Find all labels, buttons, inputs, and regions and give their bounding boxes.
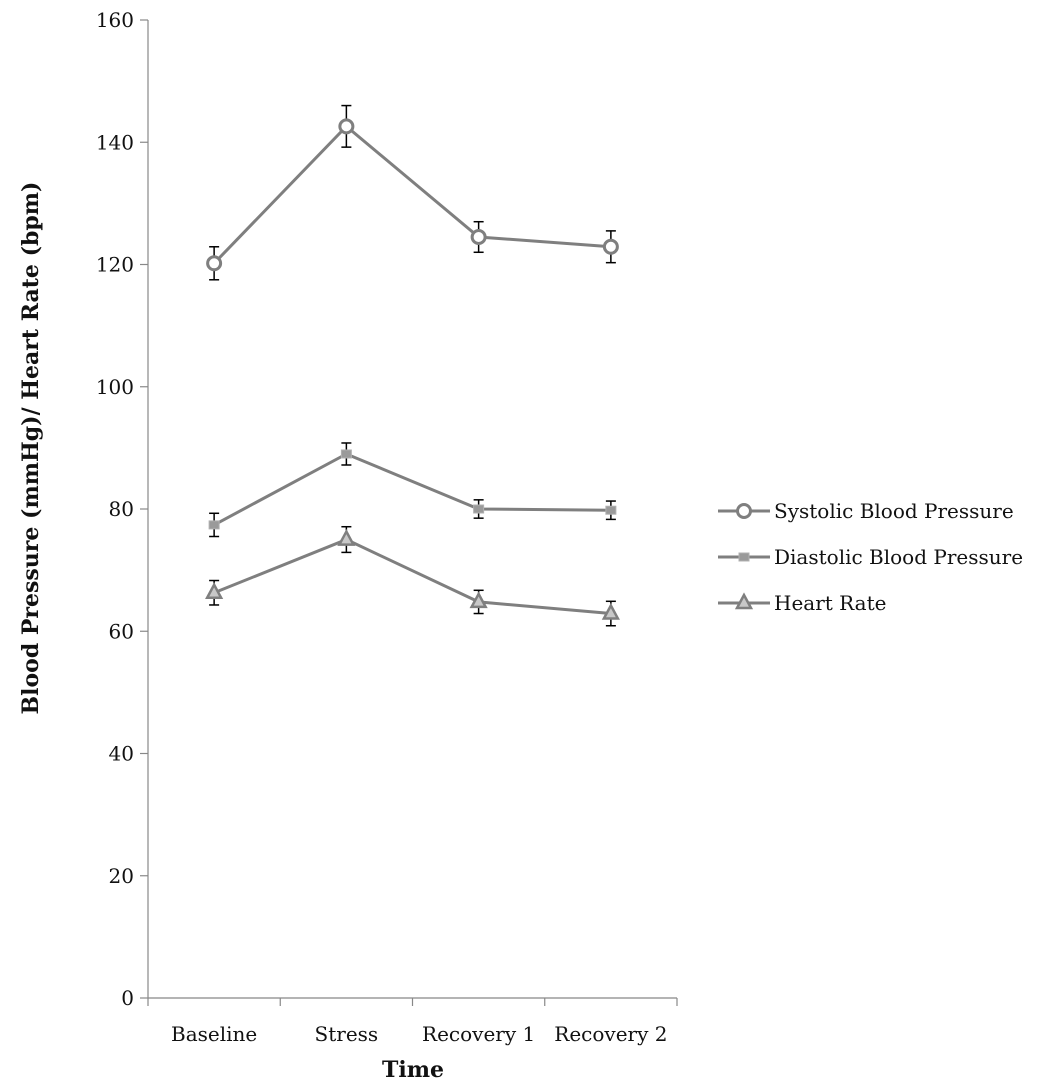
y-tick-label: 100 xyxy=(96,375,134,399)
legend: Systolic Blood Pressure Diastolic Blood P… xyxy=(718,499,1023,615)
legend-marker xyxy=(734,592,754,610)
x-tick-label: Baseline xyxy=(171,1022,257,1046)
y-tick-label: 120 xyxy=(96,253,134,277)
y-tick-label: 40 xyxy=(109,742,134,766)
x-tick-label: Recovery 2 xyxy=(554,1022,667,1046)
y-tick-label: 160 xyxy=(96,8,134,32)
data-point xyxy=(470,228,487,245)
y-tick-label: 20 xyxy=(109,864,134,888)
series-line xyxy=(213,537,612,616)
x-tick-label: Recovery 1 xyxy=(422,1022,535,1046)
legend-item: Diastolic Blood Pressure xyxy=(718,545,1023,569)
data-point xyxy=(208,520,220,530)
x-axis-title: Time xyxy=(382,1057,444,1083)
legend-item: Heart Rate xyxy=(718,591,886,615)
y-tick-label: 80 xyxy=(109,497,134,521)
data-point xyxy=(469,591,488,609)
series-square xyxy=(208,442,617,538)
series-line xyxy=(213,124,611,265)
data-point xyxy=(602,238,619,255)
legend-marker xyxy=(736,503,752,519)
data-point xyxy=(206,255,223,272)
legend-label: Systolic Blood Pressure xyxy=(774,499,1014,523)
data-point xyxy=(340,449,352,459)
axes: 0 20 40 60 80 100 120 140 160 Baseline Stress Recov… xyxy=(96,8,678,1046)
series-circle xyxy=(206,104,619,281)
series-layer xyxy=(205,104,620,627)
legend-item: Systolic Blood Pressure xyxy=(718,499,1014,523)
y-axis-title: Blood Pressure (mmHg)/ Heart Rate (bpm) xyxy=(18,182,44,715)
legend-label: Heart Rate xyxy=(774,591,886,615)
y-tick-label: 60 xyxy=(109,619,134,643)
data-point xyxy=(473,504,485,514)
data-point xyxy=(337,528,356,546)
data-point xyxy=(205,582,224,599)
data-point xyxy=(338,118,355,135)
x-tick-label: Stress xyxy=(315,1022,379,1046)
legend-marker xyxy=(738,552,750,562)
series-line xyxy=(213,452,611,527)
data-point xyxy=(605,505,617,515)
y-tick-label: 0 xyxy=(121,986,134,1010)
y-tick-label: 140 xyxy=(96,130,134,154)
series-triangle xyxy=(205,525,620,627)
data-point xyxy=(601,602,620,620)
legend-label: Diastolic Blood Pressure xyxy=(774,545,1023,569)
